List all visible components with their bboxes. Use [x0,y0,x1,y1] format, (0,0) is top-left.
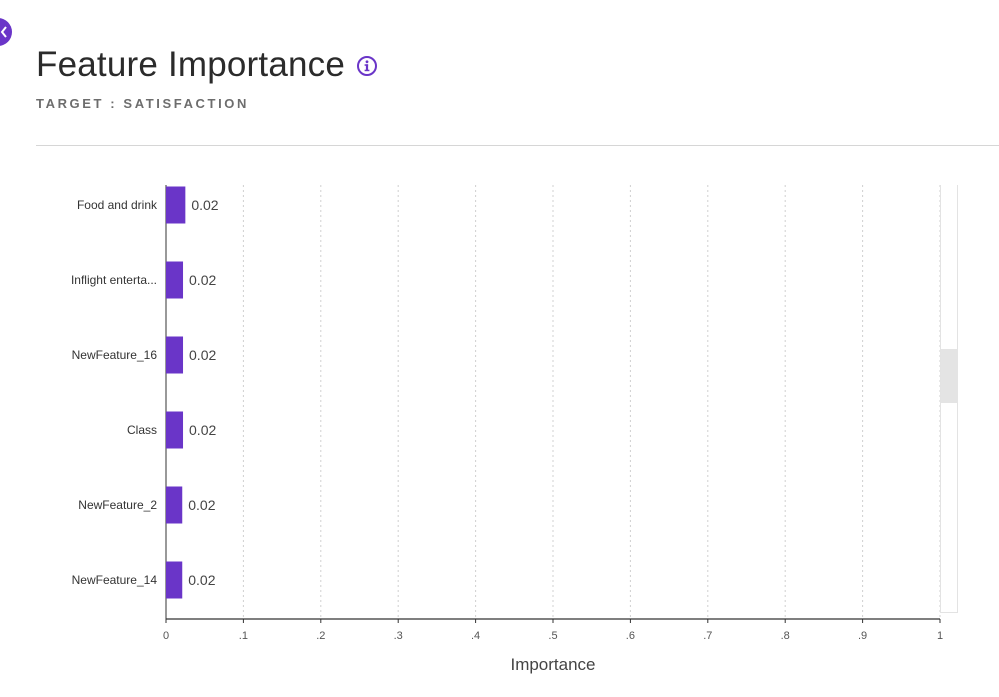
category-label: NewFeature_16 [72,348,158,362]
category-label: Food and drink [77,198,158,212]
info-icon[interactable] [356,55,378,77]
x-tick-label: .6 [626,630,635,642]
bar [166,261,184,299]
x-tick-label: 0 [163,630,169,642]
category-label: NewFeature_14 [72,573,158,587]
x-tick-label: .5 [548,630,557,642]
page-title: Feature Importance [36,45,346,84]
data-label: 0.02 [191,197,218,213]
data-label: 0.02 [189,272,216,288]
back-button[interactable] [0,18,12,46]
data-label: 0.02 [188,572,215,588]
data-label: 0.02 [188,497,215,513]
category-label: Inflight enterta... [71,273,157,287]
x-tick-label: .3 [394,630,403,642]
data-label: 0.02 [189,422,216,438]
x-tick-label: .7 [703,630,712,642]
category-label: Class [127,423,157,437]
scrollbar-thumb[interactable] [941,349,958,403]
x-tick-label: .1 [239,630,248,642]
x-axis-label: Importance [510,655,595,674]
chart-scrollbar[interactable] [940,185,958,613]
target-subtitle: TARGET : SATISFACTION [36,96,249,111]
bar [166,186,186,224]
x-tick-label: .9 [858,630,867,642]
bar [166,411,184,449]
x-tick-label: .8 [781,630,790,642]
x-tick-label: .2 [316,630,325,642]
bar [166,561,183,599]
data-label: 0.02 [189,347,216,363]
x-tick-label: 1 [937,630,943,642]
header-divider [36,145,999,146]
chevron-left-icon [0,26,7,38]
bar [166,486,183,524]
category-label: NewFeature_2 [78,498,157,512]
bar [166,336,184,374]
x-tick-label: .4 [471,630,480,642]
